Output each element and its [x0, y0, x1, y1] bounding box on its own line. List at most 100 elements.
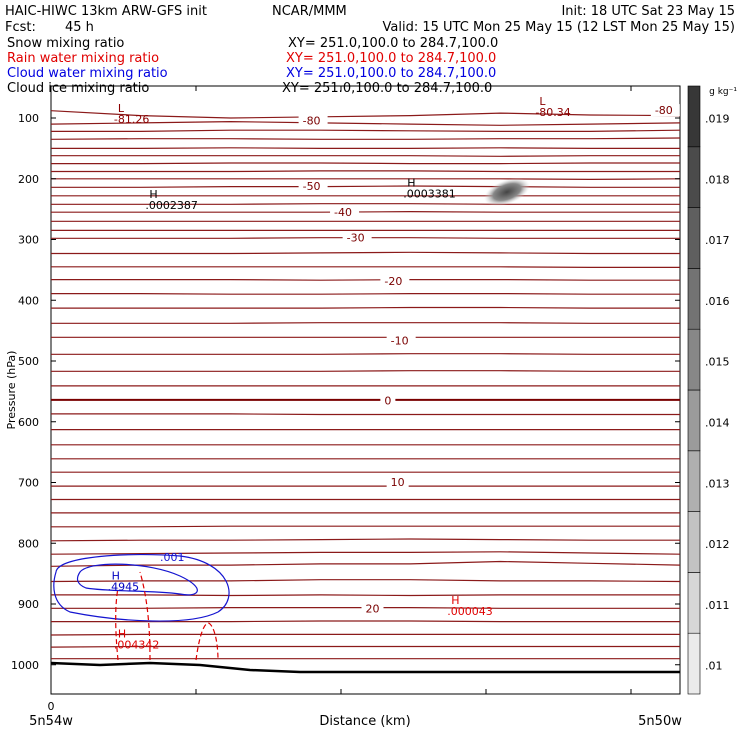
contour-labels: -80-80-50-40-30-20-1001020L-81.26L-80.34… [108, 95, 680, 651]
isotherm-label-bg [386, 334, 416, 347]
colorbar-segment [687, 85, 701, 148]
colorbar-segment [687, 146, 701, 208]
isotherm-line [51, 203, 680, 205]
extremum-symbol: H [149, 188, 157, 201]
isotherm-label-bg [298, 114, 328, 127]
isotherm-line [51, 178, 681, 181]
extremum-value: .004342 [114, 638, 159, 651]
cloud-ice-maximum [484, 178, 530, 206]
colorbar-label: .017 [705, 234, 730, 247]
field-snow-name: Snow mixing ratio [7, 36, 124, 51]
isotherm-label-bg [330, 206, 360, 219]
isotherm-line [51, 293, 680, 295]
isotherm-line [51, 413, 680, 416]
isotherm-line [51, 155, 680, 157]
rain-contour [195, 622, 219, 661]
isotherm-label-bg [650, 104, 680, 117]
isotherm-label: -20 [384, 275, 402, 288]
isotherm-line [51, 266, 680, 268]
isotherm-line [51, 129, 681, 132]
isotherm-label-bg [361, 602, 384, 615]
colorbar-segment [687, 511, 701, 573]
y-tick-label: 100 [18, 112, 39, 125]
y-axis-label: Pressure (hPa) [5, 351, 18, 430]
extremum-value: .0003381 [403, 188, 456, 201]
y-tick-label: 500 [18, 355, 39, 368]
x-axis-label: Distance (km) [319, 714, 410, 729]
colorbar-label: .012 [705, 538, 730, 551]
header-fcst-label: Fcst: [5, 20, 36, 35]
colorbar-segment [687, 632, 701, 695]
field-rain-name: Rain water mixing ratio [7, 51, 159, 66]
isotherm-line [51, 525, 680, 528]
colorbar-segment [687, 328, 701, 391]
isotherm-label-bg [342, 231, 372, 244]
field-cloudwater-name: Cloud water mixing ratio [7, 66, 168, 81]
colorbar-segment [687, 207, 701, 269]
y-tick-label: 600 [18, 416, 39, 429]
moisture-features: .001 [53, 551, 230, 661]
ice-shading [484, 178, 530, 206]
isotherm-line [51, 185, 680, 188]
colorbar-label: .014 [705, 416, 730, 429]
field-cloudice-xy: XY= 251.0,100.0 to 284.7,100.0 [282, 81, 492, 96]
extremum-symbol: H [451, 594, 459, 607]
colorbar-segment [687, 268, 701, 330]
colorbar: .01 .011 .012 .013 .014 .015 .016 .017 .018 .019 [687, 85, 730, 695]
y-tick-label: 300 [18, 234, 39, 247]
colorbar-label: .018 [705, 173, 730, 186]
colorbar-label: .01 [705, 660, 723, 673]
isotherm-label-bg [298, 180, 328, 193]
colorbar-label: .013 [705, 477, 730, 490]
surface-line [50, 661, 680, 674]
colorbar-segment [687, 389, 701, 452]
isotherm-line [50, 579, 681, 583]
isotherm-label-bg [380, 394, 396, 407]
isotherm-label: -10 [391, 334, 409, 347]
isotherm-label: -80 [655, 104, 673, 117]
extremum-symbol: L [118, 102, 125, 115]
x-start-label: 5n54w [29, 714, 73, 729]
isotherm-line [50, 137, 681, 140]
isotherm-line [50, 560, 681, 567]
extremum-value: .0002387 [145, 199, 198, 212]
y-tick-label: 900 [18, 598, 39, 611]
extremum-value: .000043 [447, 605, 493, 618]
isotherm-line [51, 370, 680, 372]
temperature-contours [50, 110, 681, 674]
colorbar-label: .015 [705, 356, 730, 369]
header-init: Init: 18 UTC Sat 23 May 15 [561, 4, 735, 19]
isotherm-label: -40 [334, 206, 352, 219]
header-valid: Valid: 15 UTC Mon 25 May 15 (12 LST Mon … [383, 20, 735, 35]
isotherm-label: 20 [366, 602, 380, 615]
extremum-value: -80.34 [535, 106, 570, 119]
y-tick-label: 200 [18, 173, 39, 186]
x-tick-zero: 0 [48, 700, 55, 713]
header-fcst-hours: 45 h [65, 20, 94, 35]
colorbar-unit: g kg⁻¹ [709, 87, 737, 97]
rain-contour [139, 571, 151, 661]
y-tick-label: 800 [18, 537, 39, 550]
header-left-title: HAIC-HIWC 13km ARW-GFS init [5, 4, 207, 19]
isotherm-label-bg [386, 475, 409, 488]
isotherm-line [50, 645, 680, 648]
cloud-water-contour-label: .001 [160, 551, 185, 564]
isotherm-label: 10 [391, 476, 405, 489]
x-end-label: 5n50w [638, 714, 682, 729]
extremum-symbol: H [118, 627, 126, 640]
extremum-symbol: H [112, 570, 120, 583]
y-tick-label: 700 [18, 477, 39, 490]
isotherm-line [50, 633, 680, 636]
extremum-value: -81.26 [114, 113, 149, 126]
rain-contour [115, 587, 119, 661]
header-center-title: NCAR/MMM [272, 4, 347, 19]
colorbar-label: .011 [705, 599, 730, 612]
isotherm-line [51, 170, 680, 173]
isotherm-line [51, 251, 680, 255]
colorbar-label: .019 [705, 112, 730, 125]
cloud-water-contour-inner [76, 563, 198, 596]
isotherm-label-bg [380, 274, 410, 287]
extremum-value: .4945 [108, 581, 140, 594]
